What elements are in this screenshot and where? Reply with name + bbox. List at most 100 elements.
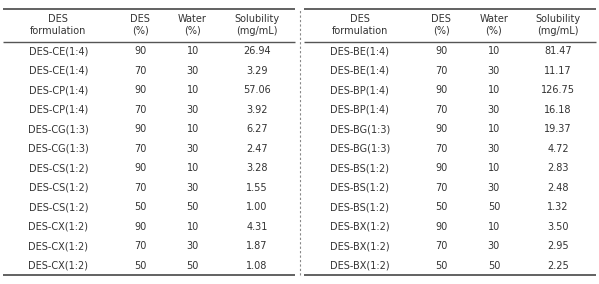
Text: DES-BS(1:2): DES-BS(1:2) — [330, 183, 389, 193]
Text: 6.27: 6.27 — [246, 124, 268, 134]
Text: 30: 30 — [186, 241, 199, 251]
Text: 30: 30 — [488, 66, 500, 76]
Text: 90: 90 — [435, 46, 447, 57]
Text: 16.18: 16.18 — [544, 105, 572, 115]
Text: 19.37: 19.37 — [544, 124, 572, 134]
Text: 50: 50 — [134, 261, 146, 271]
Text: DES-BP(1:4): DES-BP(1:4) — [330, 85, 389, 95]
Text: 26.94: 26.94 — [243, 46, 271, 57]
Text: 70: 70 — [435, 183, 447, 193]
Text: 10: 10 — [488, 163, 500, 173]
Text: 10: 10 — [186, 46, 199, 57]
Text: DES-BE(1:4): DES-BE(1:4) — [330, 46, 389, 57]
Text: Solubility
(mg/mL): Solubility (mg/mL) — [234, 14, 279, 36]
Text: 30: 30 — [488, 144, 500, 154]
Text: 70: 70 — [134, 183, 146, 193]
Text: 2.95: 2.95 — [547, 241, 569, 251]
Text: 2.48: 2.48 — [547, 183, 569, 193]
Text: DES-BE(1:4): DES-BE(1:4) — [330, 66, 389, 76]
Text: 10: 10 — [186, 124, 199, 134]
Text: DES-CE(1:4): DES-CE(1:4) — [29, 46, 88, 57]
Text: DES-BP(1:4): DES-BP(1:4) — [330, 105, 389, 115]
Text: 90: 90 — [134, 46, 146, 57]
Text: 81.47: 81.47 — [544, 46, 572, 57]
Text: 90: 90 — [134, 222, 146, 232]
Text: 90: 90 — [134, 124, 146, 134]
Text: 30: 30 — [186, 105, 199, 115]
Text: DES-BX(1:2): DES-BX(1:2) — [330, 261, 389, 271]
Text: 1.08: 1.08 — [246, 261, 268, 271]
Text: DES-BS(1:2): DES-BS(1:2) — [330, 202, 389, 212]
Text: DES-BS(1:2): DES-BS(1:2) — [330, 163, 389, 173]
Text: DES-CS(1:2): DES-CS(1:2) — [29, 163, 88, 173]
Text: 2.83: 2.83 — [547, 163, 569, 173]
Text: 10: 10 — [186, 85, 199, 95]
Text: DES-CX(1:2): DES-CX(1:2) — [28, 261, 89, 271]
Text: DES-CG(1:3): DES-CG(1:3) — [28, 144, 89, 154]
Text: 70: 70 — [134, 66, 146, 76]
Text: DES-CS(1:2): DES-CS(1:2) — [29, 183, 88, 193]
Text: 1.87: 1.87 — [246, 241, 268, 251]
Text: DES
formulation: DES formulation — [30, 14, 87, 36]
Text: 1.55: 1.55 — [246, 183, 268, 193]
Text: 50: 50 — [488, 202, 500, 212]
Text: 30: 30 — [186, 66, 199, 76]
Text: 10: 10 — [488, 46, 500, 57]
Text: 10: 10 — [186, 163, 199, 173]
Text: 30: 30 — [488, 241, 500, 251]
Text: 50: 50 — [435, 261, 447, 271]
Text: DES
formulation: DES formulation — [331, 14, 388, 36]
Text: 70: 70 — [134, 144, 146, 154]
Text: DES-CE(1:4): DES-CE(1:4) — [29, 66, 88, 76]
Text: 70: 70 — [435, 105, 447, 115]
Text: 1.00: 1.00 — [246, 202, 268, 212]
Text: DES
(%): DES (%) — [431, 14, 451, 36]
Text: 3.28: 3.28 — [246, 163, 268, 173]
Text: 4.72: 4.72 — [547, 144, 569, 154]
Text: 90: 90 — [435, 222, 447, 232]
Text: 30: 30 — [488, 105, 500, 115]
Text: Water
(%): Water (%) — [479, 14, 509, 36]
Text: 30: 30 — [186, 144, 199, 154]
Text: DES-CP(1:4): DES-CP(1:4) — [29, 85, 88, 95]
Text: 50: 50 — [134, 202, 146, 212]
Text: 2.25: 2.25 — [547, 261, 569, 271]
Text: 30: 30 — [186, 183, 199, 193]
Text: 70: 70 — [435, 66, 447, 76]
Text: DES-CP(1:4): DES-CP(1:4) — [29, 105, 88, 115]
Text: 3.29: 3.29 — [246, 66, 268, 76]
Text: DES-BX(1:2): DES-BX(1:2) — [330, 222, 389, 232]
Text: Water
(%): Water (%) — [178, 14, 207, 36]
Text: 10: 10 — [488, 124, 500, 134]
Text: Solubility
(mg/mL): Solubility (mg/mL) — [536, 14, 580, 36]
Text: DES-BX(1:2): DES-BX(1:2) — [330, 241, 389, 251]
Text: 126.75: 126.75 — [541, 85, 575, 95]
Text: 90: 90 — [435, 124, 447, 134]
Text: 10: 10 — [488, 222, 500, 232]
Text: 90: 90 — [134, 85, 146, 95]
Text: 70: 70 — [134, 105, 146, 115]
Text: 90: 90 — [134, 163, 146, 173]
Text: 70: 70 — [134, 241, 146, 251]
Text: 1.32: 1.32 — [547, 202, 569, 212]
Text: 90: 90 — [435, 163, 447, 173]
Text: 50: 50 — [186, 202, 199, 212]
Text: DES-BG(1:3): DES-BG(1:3) — [329, 144, 390, 154]
Text: 10: 10 — [488, 85, 500, 95]
Text: 4.31: 4.31 — [246, 222, 268, 232]
Text: DES-BG(1:3): DES-BG(1:3) — [329, 124, 390, 134]
Text: 10: 10 — [186, 222, 199, 232]
Text: 50: 50 — [488, 261, 500, 271]
Text: 57.06: 57.06 — [243, 85, 271, 95]
Text: DES
(%): DES (%) — [130, 14, 150, 36]
Text: DES-CX(1:2): DES-CX(1:2) — [28, 241, 89, 251]
Text: 90: 90 — [435, 85, 447, 95]
Text: 3.50: 3.50 — [547, 222, 569, 232]
Text: 70: 70 — [435, 241, 447, 251]
Text: 11.17: 11.17 — [544, 66, 572, 76]
Text: 3.92: 3.92 — [246, 105, 268, 115]
Text: 2.47: 2.47 — [246, 144, 268, 154]
Text: 70: 70 — [435, 144, 447, 154]
Text: 50: 50 — [186, 261, 199, 271]
Text: DES-CS(1:2): DES-CS(1:2) — [29, 202, 88, 212]
